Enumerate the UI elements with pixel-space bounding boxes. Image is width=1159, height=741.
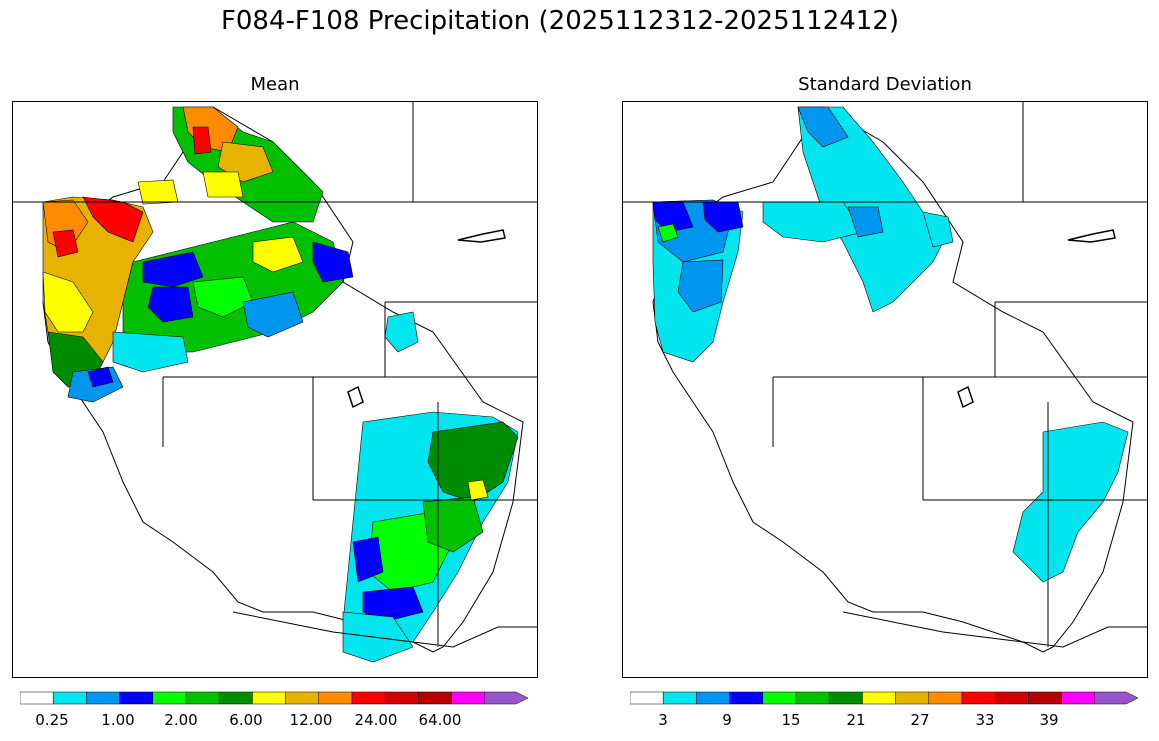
mean-map <box>12 101 538 678</box>
mean-tick-label: 24.00 <box>354 711 398 729</box>
mean-tick-label: 12.00 <box>289 711 333 729</box>
stddev-colorbar-swatch <box>795 691 830 705</box>
stddev-colorbar-swatch <box>1061 691 1096 705</box>
stddev-tick-label: 27 <box>910 711 930 729</box>
mean-colorbar-swatch <box>185 691 220 705</box>
mean-colorbar-swatch <box>384 691 419 705</box>
stddev-colorbar-swatch <box>629 691 664 705</box>
mean-colorbar-swatch <box>418 691 452 705</box>
mean-colorbar-swatch <box>152 691 187 705</box>
stddev-map <box>622 101 1148 678</box>
mean-colorbar-swatch <box>86 691 120 705</box>
mean-colorbar-swatch <box>351 691 386 705</box>
stddev-tick-label: 3 <box>658 711 668 729</box>
mean-tick-label: 6.00 <box>229 711 263 729</box>
mean-tick-label: 2.00 <box>164 711 198 729</box>
stddev-colorbar <box>629 690 1140 705</box>
stddev-colorbar-swatch <box>895 691 930 705</box>
mean-colorbar-swatch <box>52 691 87 705</box>
stddev-colorbar-swatch <box>1094 691 1139 705</box>
stddev-tick-label: 39 <box>1039 711 1059 729</box>
stddev-colorbar-swatch <box>662 691 697 705</box>
mean-colorbar-swatch <box>484 691 529 705</box>
stddev-colorbar-swatch <box>1028 691 1062 705</box>
stddev-colorbar-swatch <box>994 691 1029 705</box>
stddev-colorbar-swatch <box>961 691 996 705</box>
stddev-panel-title: Standard Deviation <box>798 74 972 95</box>
stddev-tick-label: 15 <box>781 711 801 729</box>
mean-colorbar-svg <box>19 691 529 705</box>
stddev-colorbar-swatch <box>928 691 963 705</box>
mean-tick-label: 0.25 <box>35 711 69 729</box>
figure-title: F084-F108 Precipitation (2025112312-2025… <box>220 6 900 36</box>
mean-colorbar-swatch <box>451 691 486 705</box>
mean-map-canvas <box>13 102 537 663</box>
stddev-tick-label: 9 <box>722 711 732 729</box>
stddev-tick-label: 33 <box>975 711 995 729</box>
mean-colorbar-swatch <box>218 691 253 705</box>
stddev-colorbar-swatch <box>762 691 797 705</box>
stddev-colorbar-svg <box>629 691 1139 705</box>
stddev-map-canvas <box>623 102 1147 653</box>
mean-tick-label: 1.00 <box>101 711 135 729</box>
mean-colorbar-swatch <box>119 691 154 705</box>
mean-colorbar <box>19 690 530 705</box>
mean-colorbar-swatch <box>252 691 286 705</box>
mean-tick-label: 64.00 <box>418 711 462 729</box>
stddev-colorbar-swatch <box>729 691 764 705</box>
stddev-colorbar-swatch <box>696 691 730 705</box>
stddev-colorbar-swatch <box>828 691 863 705</box>
mean-colorbar-swatch <box>285 691 320 705</box>
mean-colorbar-swatch <box>318 691 353 705</box>
mean-colorbar-swatch <box>19 691 54 705</box>
mean-panel-title: Mean <box>250 74 300 95</box>
stddev-colorbar-swatch <box>862 691 896 705</box>
stddev-tick-label: 21 <box>846 711 866 729</box>
